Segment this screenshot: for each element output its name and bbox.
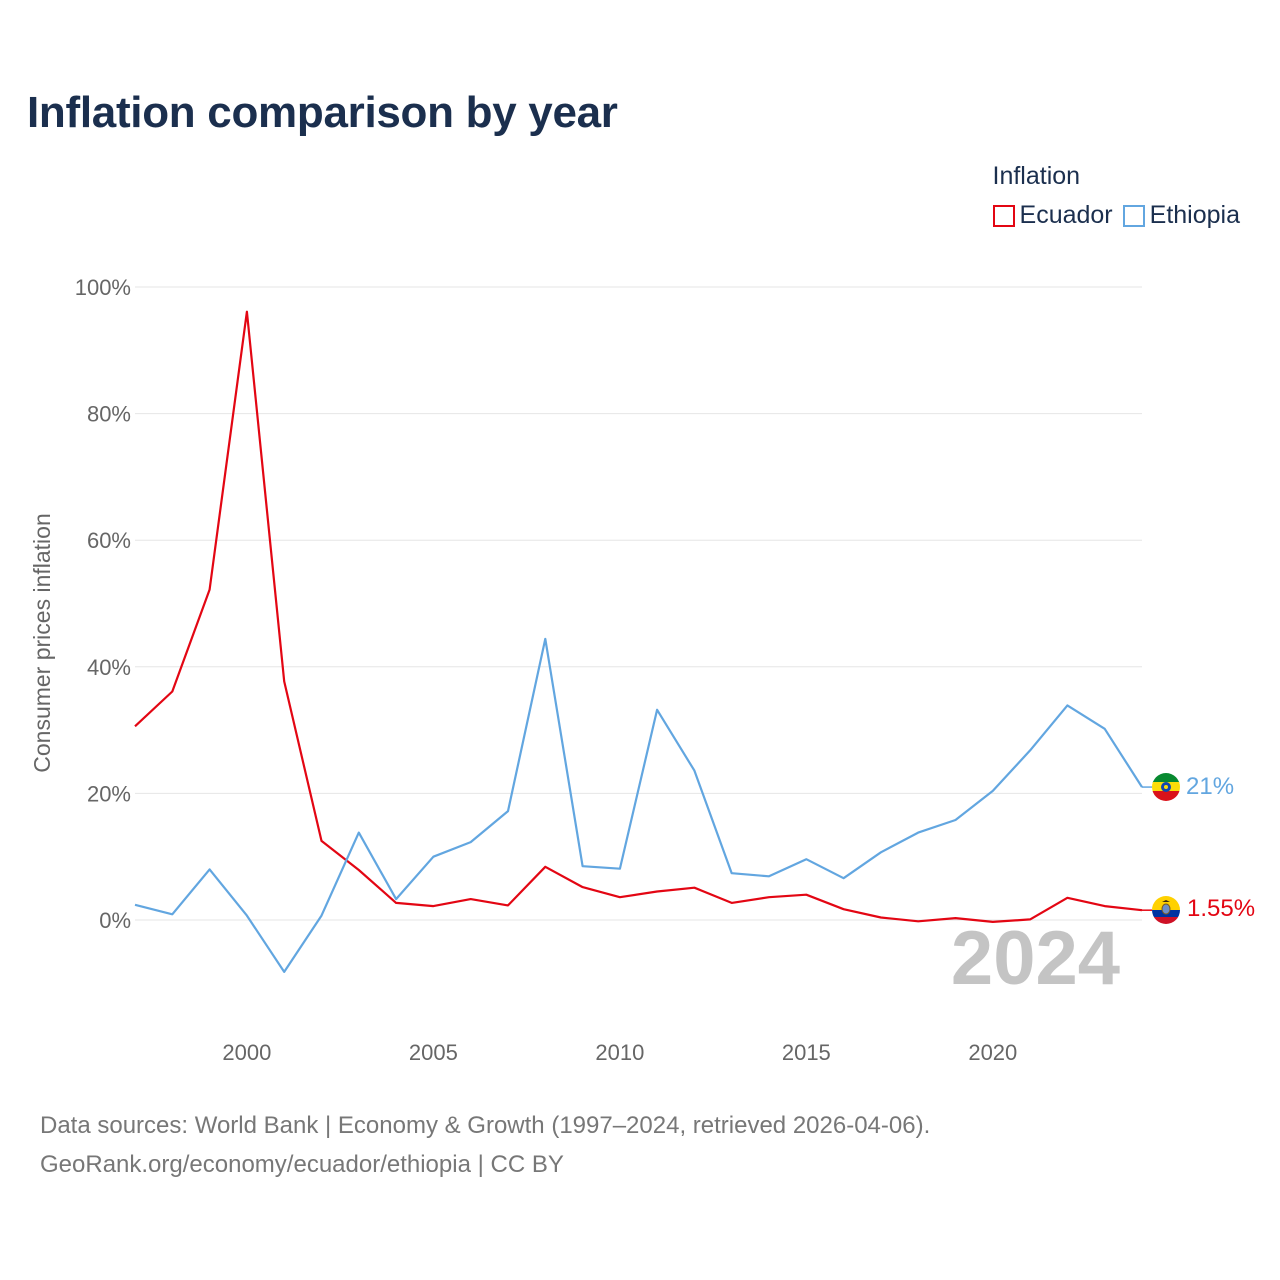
footer-link[interactable]: GeoRank.org/economy/ecuador/ethiopia | C… [40, 1151, 564, 1178]
y-axis-label: Consumer prices inflation [29, 513, 55, 773]
ethiopia-end-label: 21% [1186, 773, 1234, 800]
x-tick-label: 2020 [968, 1040, 1017, 1065]
ecuador-flag-icon [1152, 896, 1180, 924]
legend-item-ethiopia[interactable]: Ethiopia [1122, 201, 1240, 230]
legend: Inflation Ecuador Ethiopia [992, 162, 1240, 230]
x-tick-label: 2005 [409, 1040, 458, 1065]
legend-swatch-ethiopia [1122, 204, 1145, 227]
x-tick-label: 2000 [222, 1040, 271, 1065]
page-title: Inflation comparison by year [27, 88, 618, 137]
y-tick-label: 0% [99, 908, 131, 933]
x-tick-label: 2015 [782, 1040, 831, 1065]
y-tick-label: 80% [87, 402, 131, 427]
y-tick-label: 40% [87, 655, 131, 680]
series-line-ecuador [134, 310, 1143, 924]
series-line-ethiopia [134, 637, 1143, 974]
y-tick-label: 60% [87, 528, 131, 553]
ecuador-end-label: 1.55% [1187, 895, 1255, 922]
x-tick-label: 2010 [595, 1040, 644, 1065]
ethiopia-flag-icon [1152, 773, 1180, 801]
footer: Data sources: World Bank | Economy & Gro… [40, 1106, 930, 1184]
y-tick-label: 20% [87, 781, 131, 806]
y-tick-label: 100% [75, 275, 131, 300]
legend-swatch-ecuador [992, 204, 1015, 227]
footer-source: Data sources: World Bank | Economy & Gro… [40, 1112, 931, 1139]
legend-title: Inflation [992, 162, 1081, 190]
legend-item-ecuador[interactable]: Ecuador [992, 201, 1113, 230]
year-annotation: 2024 [951, 916, 1120, 1001]
legend-label-ethiopia: Ethiopia [1149, 201, 1240, 229]
legend-label-ecuador: Ecuador [1019, 201, 1113, 229]
